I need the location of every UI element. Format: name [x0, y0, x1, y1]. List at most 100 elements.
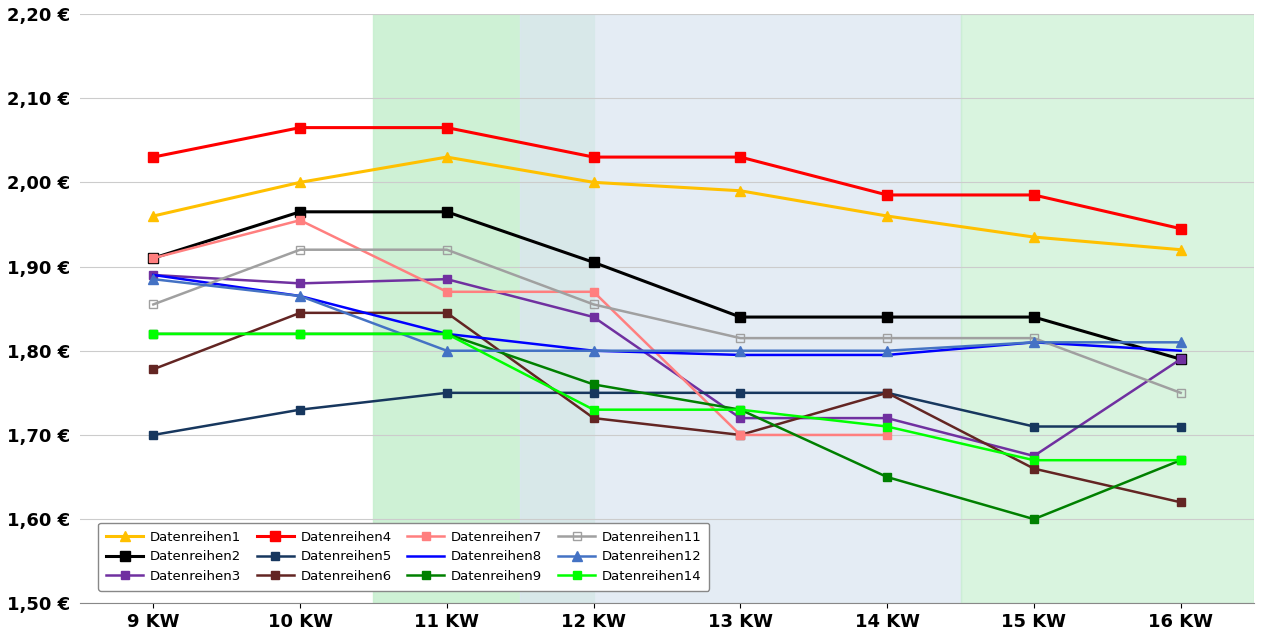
Datenreihen2 — [880, 313, 895, 321]
Datenreihen3 — [293, 279, 308, 287]
Datenreihen12 — [586, 347, 601, 355]
Datenreihen2 — [1026, 313, 1042, 321]
Datenreihen5 — [293, 406, 308, 413]
Datenreihen12 — [1173, 339, 1188, 346]
Datenreihen6 — [586, 414, 601, 422]
Datenreihen8 — [293, 292, 308, 300]
Datenreihen12 — [293, 292, 308, 300]
Datenreihen11 — [439, 246, 454, 253]
Datenreihen7 — [439, 288, 454, 295]
Datenreihen14 — [146, 330, 161, 338]
Datenreihen7 — [880, 431, 895, 439]
Datenreihen8 — [586, 347, 601, 355]
Datenreihen8 — [1173, 347, 1188, 355]
Datenreihen4 — [586, 153, 601, 161]
Line: Datenreihen4: Datenreihen4 — [149, 122, 1185, 234]
Datenreihen14 — [880, 423, 895, 431]
Datenreihen5 — [439, 389, 454, 397]
Datenreihen5 — [146, 431, 161, 439]
Datenreihen6 — [146, 366, 161, 373]
Datenreihen6 — [293, 309, 308, 316]
Datenreihen7 — [733, 431, 748, 439]
Datenreihen4 — [146, 153, 161, 161]
Datenreihen1 — [880, 212, 895, 220]
Datenreihen3 — [146, 271, 161, 279]
Datenreihen8 — [733, 351, 748, 359]
Datenreihen5 — [1173, 423, 1188, 431]
Datenreihen9 — [146, 330, 161, 338]
Line: Datenreihen8: Datenreihen8 — [154, 275, 1180, 355]
Datenreihen5 — [1026, 423, 1042, 431]
Datenreihen7 — [293, 216, 308, 224]
Datenreihen12 — [733, 347, 748, 355]
Line: Datenreihen11: Datenreihen11 — [149, 246, 1185, 397]
Datenreihen14 — [733, 406, 748, 413]
Datenreihen14 — [1026, 456, 1042, 464]
Datenreihen5 — [733, 389, 748, 397]
Datenreihen14 — [439, 330, 454, 338]
Line: Datenreihen2: Datenreihen2 — [149, 207, 1185, 364]
Datenreihen3 — [439, 276, 454, 283]
Bar — [521, 14, 961, 604]
Datenreihen5 — [586, 389, 601, 397]
Line: Datenreihen5: Datenreihen5 — [149, 389, 1185, 439]
Datenreihen6 — [880, 389, 895, 397]
Datenreihen4 — [293, 124, 308, 131]
Datenreihen2 — [1173, 355, 1188, 363]
Datenreihen4 — [1026, 191, 1042, 199]
Datenreihen12 — [880, 347, 895, 355]
Datenreihen3 — [733, 414, 748, 422]
Datenreihen1 — [733, 187, 748, 195]
Datenreihen2 — [586, 258, 601, 266]
Datenreihen14 — [1173, 456, 1188, 464]
Datenreihen1 — [1026, 234, 1042, 241]
Datenreihen1 — [439, 153, 454, 161]
Datenreihen8 — [439, 330, 454, 338]
Datenreihen9 — [733, 406, 748, 413]
Datenreihen9 — [1026, 516, 1042, 523]
Legend: Datenreihen1, Datenreihen2, Datenreihen3, Datenreihen4, Datenreihen5, Datenreihe: Datenreihen1, Datenreihen2, Datenreihen3… — [98, 523, 709, 591]
Datenreihen3 — [880, 414, 895, 422]
Line: Datenreihen9: Datenreihen9 — [149, 330, 1185, 523]
Datenreihen1 — [293, 179, 308, 186]
Datenreihen9 — [293, 330, 308, 338]
Datenreihen12 — [439, 347, 454, 355]
Datenreihen4 — [733, 153, 748, 161]
Line: Datenreihen14: Datenreihen14 — [149, 330, 1185, 464]
Datenreihen2 — [439, 208, 454, 216]
Datenreihen3 — [1026, 452, 1042, 460]
Datenreihen11 — [1173, 389, 1188, 397]
Datenreihen6 — [1026, 465, 1042, 473]
Line: Datenreihen6: Datenreihen6 — [149, 309, 1185, 507]
Datenreihen12 — [146, 276, 161, 283]
Line: Datenreihen12: Datenreihen12 — [149, 274, 1185, 355]
Datenreihen14 — [586, 406, 601, 413]
Datenreihen9 — [880, 473, 895, 481]
Line: Datenreihen7: Datenreihen7 — [149, 216, 892, 439]
Datenreihen1 — [146, 212, 161, 220]
Datenreihen4 — [1173, 225, 1188, 232]
Line: Datenreihen3: Datenreihen3 — [149, 271, 1185, 460]
Datenreihen2 — [733, 313, 748, 321]
Datenreihen7 — [146, 255, 161, 262]
Datenreihen14 — [293, 330, 308, 338]
Datenreihen8 — [1026, 339, 1042, 346]
Datenreihen2 — [293, 208, 308, 216]
Datenreihen6 — [733, 431, 748, 439]
Datenreihen2 — [146, 255, 161, 262]
Datenreihen9 — [439, 330, 454, 338]
Datenreihen11 — [586, 300, 601, 308]
Datenreihen1 — [1173, 246, 1188, 253]
Datenreihen11 — [880, 334, 895, 342]
Datenreihen4 — [880, 191, 895, 199]
Datenreihen11 — [733, 334, 748, 342]
Line: Datenreihen1: Datenreihen1 — [149, 152, 1185, 255]
Bar — [373, 14, 594, 604]
Datenreihen11 — [293, 246, 308, 253]
Datenreihen9 — [1173, 456, 1188, 464]
Datenreihen12 — [1026, 339, 1042, 346]
Bar — [961, 14, 1253, 604]
Datenreihen9 — [586, 381, 601, 389]
Datenreihen3 — [586, 313, 601, 321]
Datenreihen8 — [880, 351, 895, 359]
